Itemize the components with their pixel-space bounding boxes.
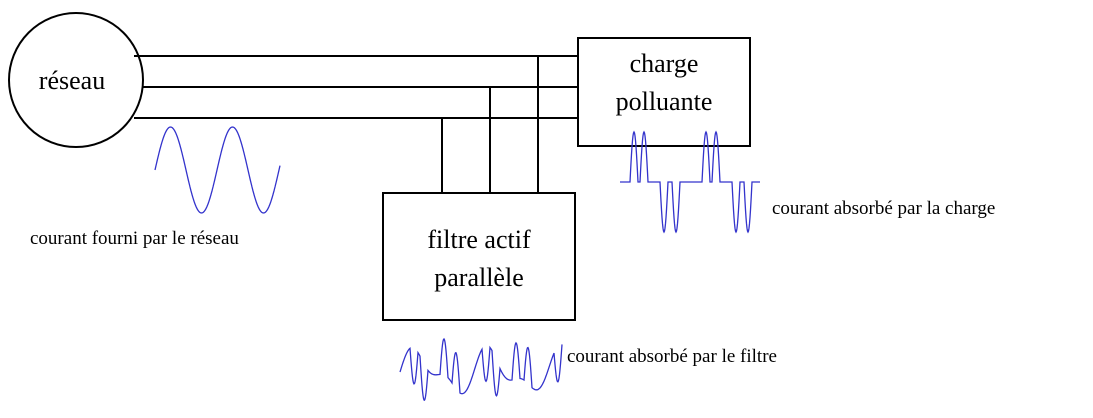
load-waveform [620,130,760,234]
caption: courant fourni par le réseau [30,228,239,249]
load-label: charge [630,49,699,78]
filter-label: filtre actif [427,225,531,254]
load-box [577,37,751,147]
source-waveform [154,126,281,214]
source-label: réseau [39,66,105,95]
filter-box [382,192,576,321]
filter-label: parallèle [434,263,524,292]
caption: courant absorbé par la charge [772,198,995,219]
filter-waveform [399,337,563,402]
caption: courant absorbé par le filtre [567,346,777,367]
load-label: polluante [616,87,713,116]
grid-source [8,12,144,148]
